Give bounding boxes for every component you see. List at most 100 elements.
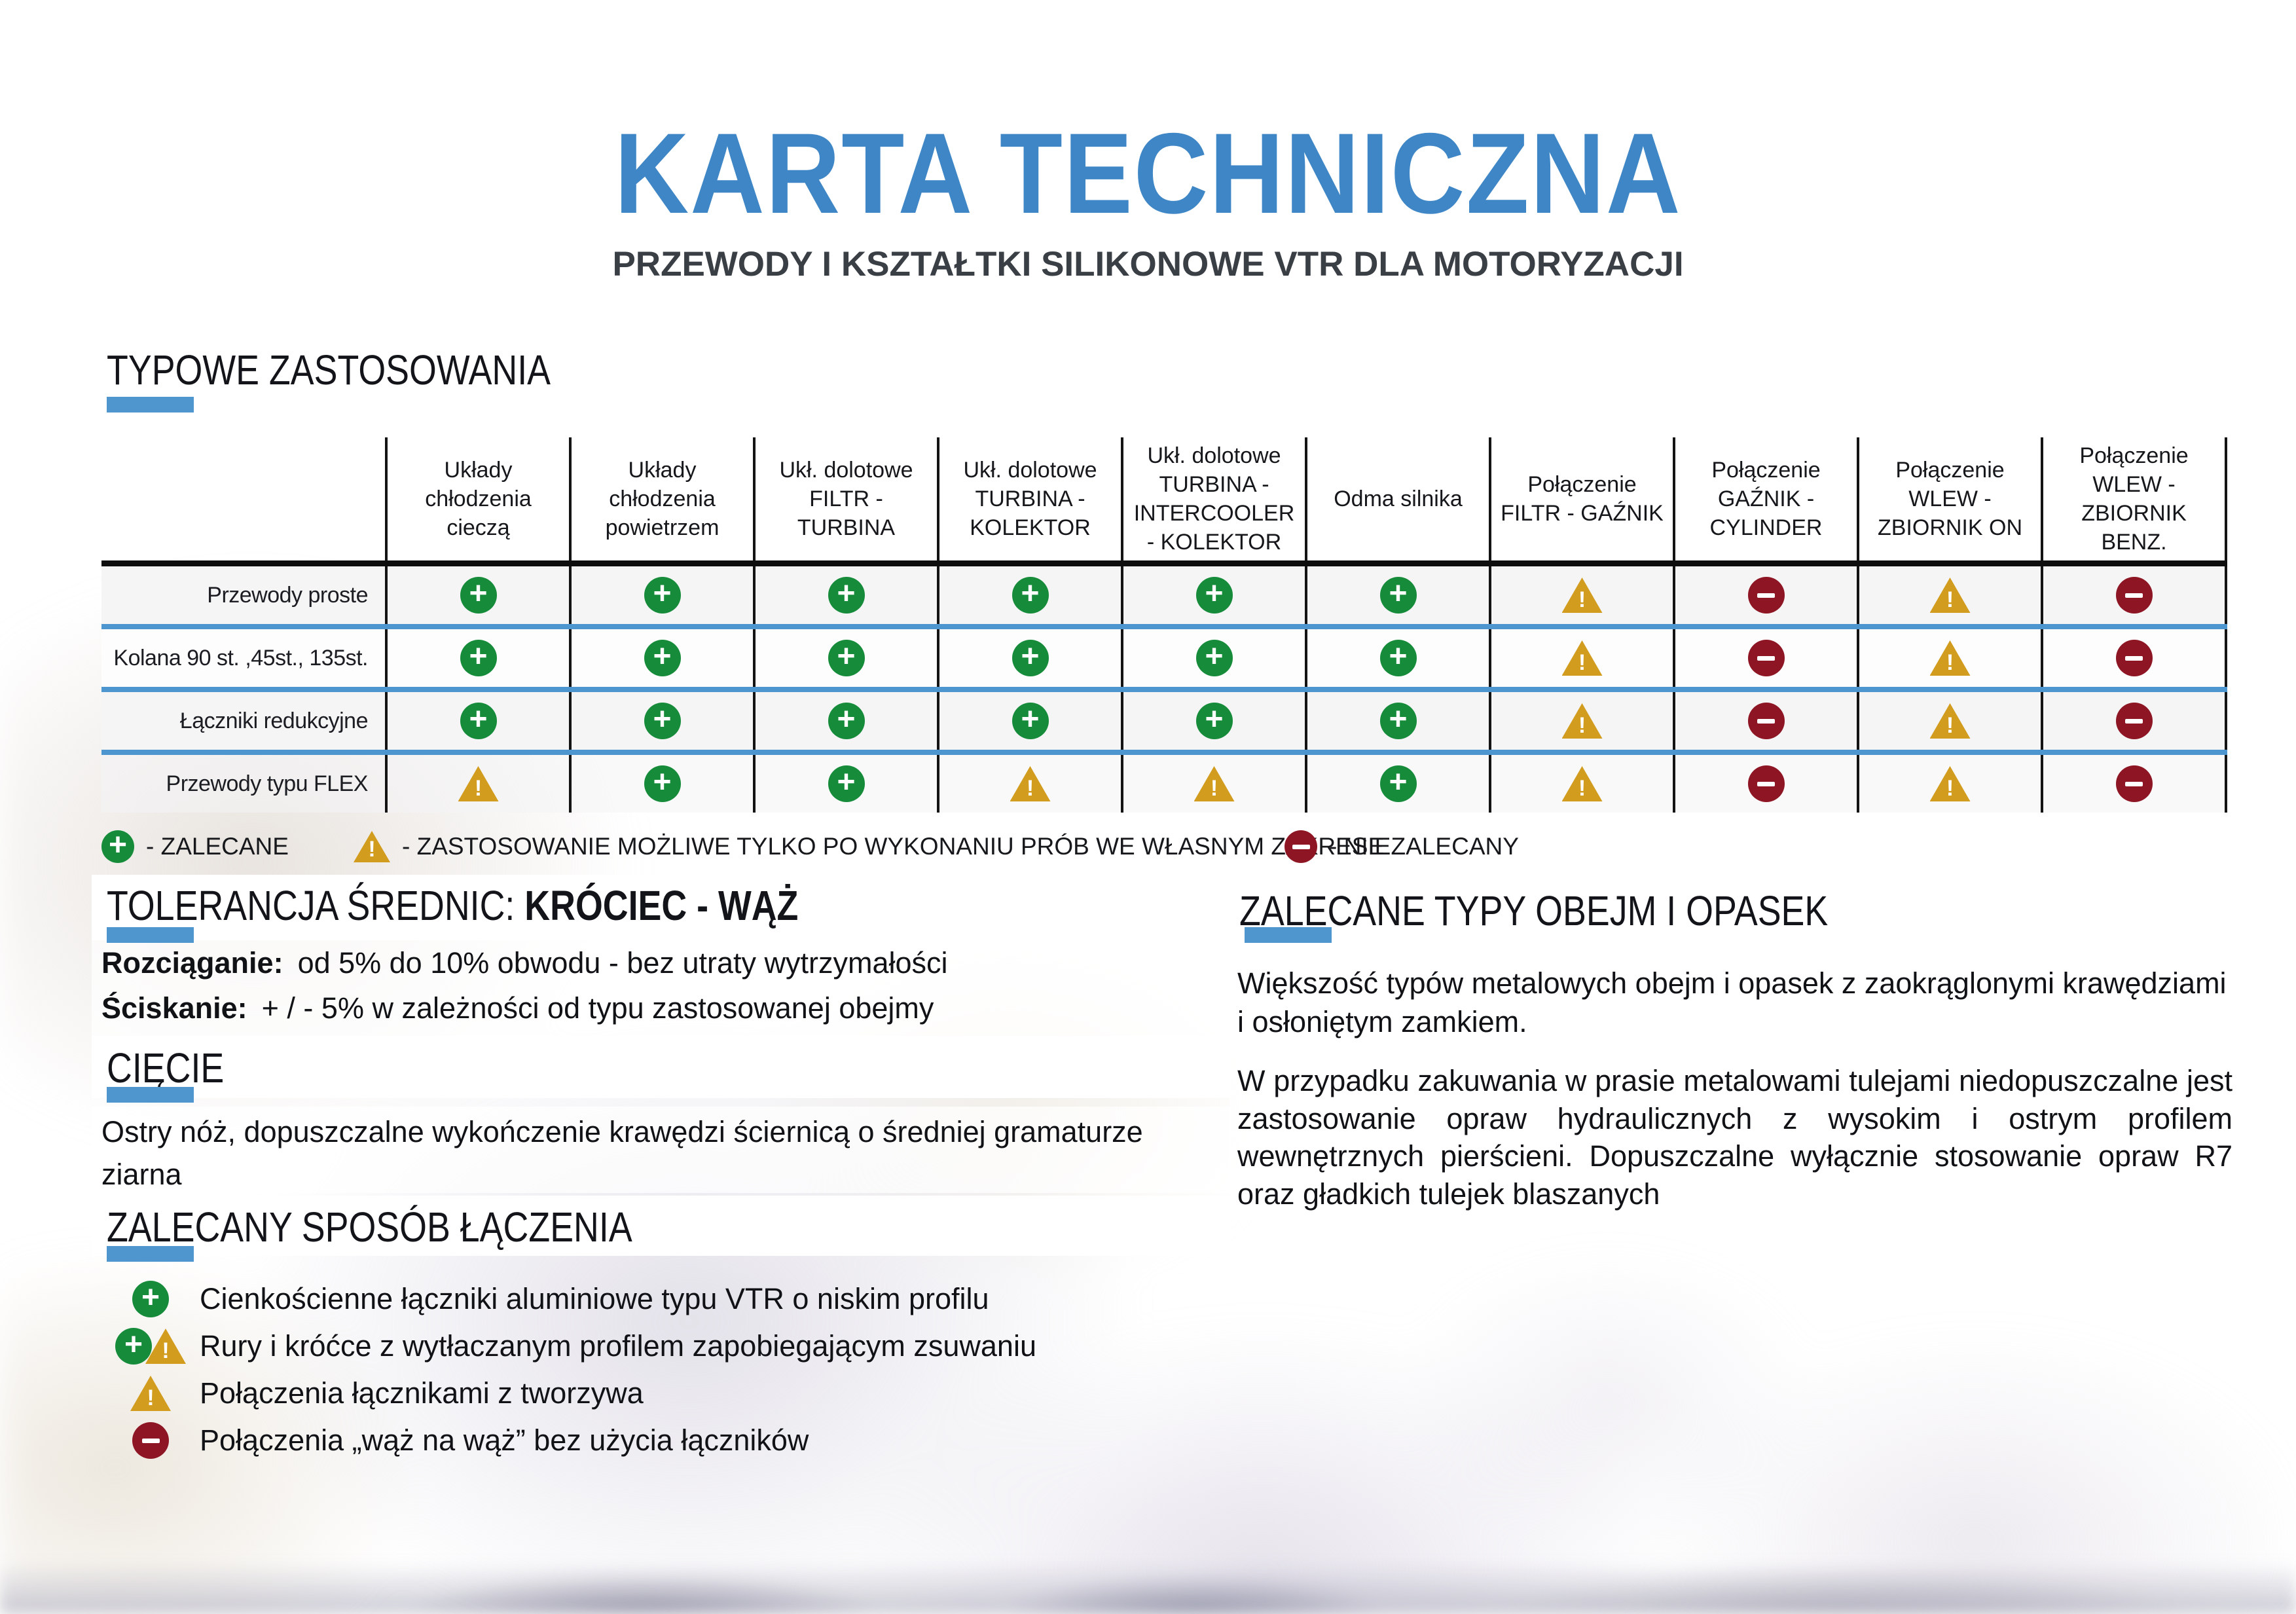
warning-icon — [1194, 766, 1235, 801]
plus-icon — [460, 577, 497, 614]
plus-icon — [828, 765, 865, 802]
plus-icon — [828, 640, 865, 676]
warning-icon — [1562, 640, 1603, 676]
column-header: Połączenie GAŹNIK - CYLINDER — [1673, 437, 1858, 564]
column-header: Połączenie WLEW - ZBIORNIK ON — [1857, 437, 2042, 564]
table-cell — [1305, 563, 1490, 627]
column-header: Połączenie WLEW - ZBIORNIK BENZ. — [2041, 437, 2227, 564]
joining-method-icons — [101, 1281, 200, 1317]
cutting-paragraph: Ostry nóż, dopuszczalne wykończenie kraw… — [101, 1115, 1143, 1192]
clamps-paragraph-1: Większość typów metalowych obejm i opase… — [1237, 966, 2227, 1039]
legend-label: - ZALECANE — [146, 833, 289, 860]
minus-icon — [2115, 640, 2153, 676]
heading-backing-strip — [1230, 881, 2238, 944]
minus-icon — [1747, 577, 1785, 614]
table-cell — [1121, 689, 1306, 752]
table-cell — [1121, 563, 1306, 627]
column-header: Ukł. dolotowe FILTR - TURBINA — [753, 437, 938, 564]
row-label: Przewody typu FLEX — [166, 771, 369, 796]
table-cell — [1857, 752, 2042, 813]
plus-icon — [644, 765, 681, 802]
warning-icon — [130, 1376, 171, 1411]
tolerance-stretch-label: Rozciąganie: — [101, 946, 283, 980]
plus-icon — [1379, 703, 1417, 739]
table-cell — [1489, 563, 1674, 627]
table-cell — [1121, 627, 1306, 689]
joining-method-text: Rury i króćce z wytłaczanym profilem zap… — [200, 1329, 1036, 1363]
plus-icon — [132, 1281, 169, 1317]
table-cell — [385, 627, 570, 689]
table-cell — [937, 689, 1122, 752]
joining-method-icons — [101, 1376, 200, 1411]
tolerance-stretch-text: od 5% do 10% obwodu - bez utraty wytrzym… — [297, 946, 948, 980]
page-subtitle: PRZEWODY I KSZTAŁTKI SILIKONOWE VTR DLA … — [612, 245, 1684, 284]
warning-icon — [1010, 766, 1051, 801]
plus-icon — [1379, 765, 1417, 802]
table-cell — [2041, 689, 2227, 752]
plus-icon — [1379, 577, 1417, 614]
table-cell — [2041, 563, 2227, 627]
heading-backing-strip — [92, 875, 1231, 940]
plus-icon — [828, 577, 865, 614]
table-cell — [569, 689, 754, 752]
warning-icon — [1930, 766, 1971, 801]
table-row: Przewody typu FLEX — [101, 752, 2227, 813]
column-header: Układy chłodzenia powietrzem — [569, 437, 754, 564]
page-header: KARTA TECHNICZNA PRZEWODY I KSZTAŁTKI SI… — [0, 117, 2296, 284]
text-backing-strip — [92, 940, 1231, 1036]
warning-icon — [1562, 578, 1603, 613]
joining-method-text: Cienkościenne łączniki aluminiowe typu V… — [200, 1282, 989, 1315]
joining-method-icons — [101, 1422, 200, 1459]
plus-icon — [1379, 640, 1417, 676]
warning-icon — [354, 831, 390, 862]
table-cell — [937, 752, 1122, 813]
minus-icon — [132, 1422, 169, 1459]
table-corner-cell — [101, 437, 386, 564]
table-cell — [753, 689, 938, 752]
legend-item: - NIE ZALECANY — [1285, 826, 1519, 867]
row-label: Przewody proste — [207, 582, 368, 608]
table-cell — [1857, 563, 2042, 627]
heading-backing-strip — [92, 340, 1231, 409]
legend-item: - ZALECANE — [101, 826, 289, 867]
table-cell — [385, 689, 570, 752]
section-heading-cutting: CIĘCIE — [107, 1045, 224, 1091]
joining-method-item: Rury i króćce z wytłaczanym profilem zap… — [101, 1323, 1228, 1370]
plus-icon — [828, 703, 865, 739]
table-row: Łączniki redukcyjne — [101, 689, 2227, 752]
plus-icon — [1011, 703, 1049, 739]
table-cell — [1121, 752, 1306, 813]
table-cell — [385, 752, 570, 813]
plus-icon — [101, 830, 134, 863]
column-header: Układy chłodzenia cieczą — [385, 437, 570, 564]
warning-icon — [145, 1329, 186, 1364]
warning-icon — [1562, 766, 1603, 801]
warning-icon — [1562, 703, 1603, 739]
minus-icon — [1747, 703, 1785, 739]
table-cell — [569, 563, 754, 627]
table-cell — [937, 627, 1122, 689]
table-cell — [2041, 752, 2227, 813]
table-cell — [753, 627, 938, 689]
warning-icon — [458, 766, 499, 801]
warning-icon — [1930, 640, 1971, 676]
table-cell — [385, 563, 570, 627]
text-backing-strip — [1230, 944, 2238, 1219]
table-row: Przewody proste — [101, 563, 2227, 627]
table-cell — [1489, 689, 1674, 752]
table-cell — [1305, 627, 1490, 689]
minus-icon — [1747, 640, 1785, 676]
warning-icon — [1930, 703, 1971, 739]
table-cell — [1305, 689, 1490, 752]
plus-icon — [460, 703, 497, 739]
table-cell — [1489, 752, 1674, 813]
table-cell — [2041, 627, 2227, 689]
minus-icon — [2115, 765, 2153, 802]
section-heading-text: CIĘCIE — [107, 1044, 225, 1091]
warning-icon — [1930, 578, 1971, 613]
minus-icon — [2115, 703, 2153, 739]
table-cell — [1673, 627, 1858, 689]
plus-icon — [1195, 703, 1233, 739]
plus-icon — [644, 640, 681, 676]
column-header: Ukł. dolotowe TURBINA - INTERCOOLER - KO… — [1121, 437, 1306, 564]
